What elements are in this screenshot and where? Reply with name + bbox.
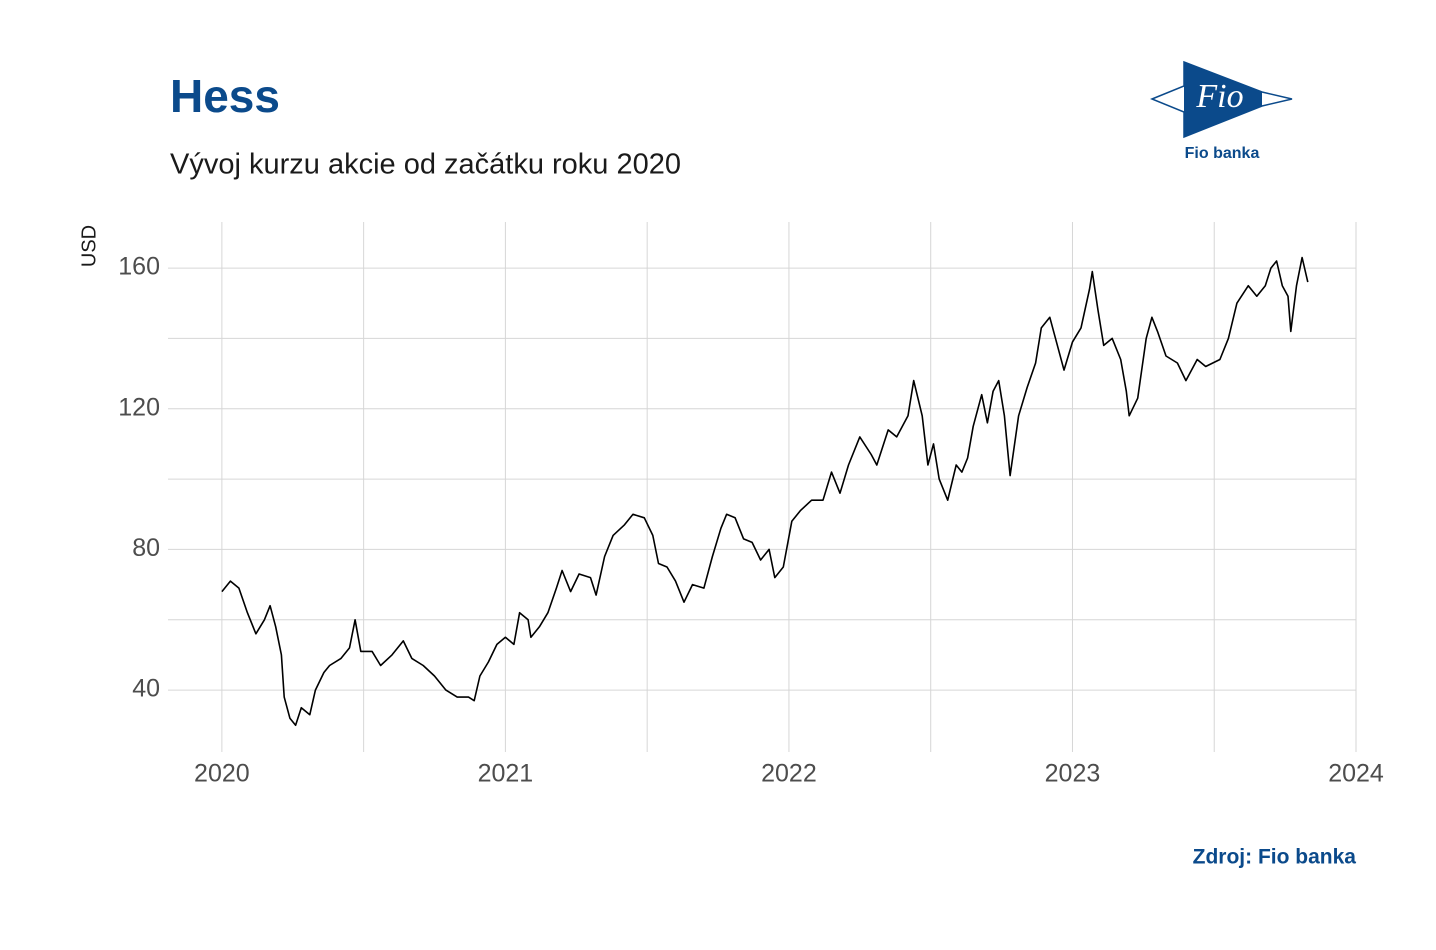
x-tick-label: 2020	[194, 760, 250, 788]
x-tick-label: 2022	[761, 760, 817, 788]
logo: Fio Fio banka	[1150, 60, 1293, 162]
logo-flag	[1184, 62, 1262, 137]
source: Zdroj: Fio banka	[1193, 846, 1357, 869]
price-line	[221, 256, 1309, 727]
y-tick-label: 160	[118, 253, 160, 281]
y-tick-label: 120	[118, 393, 160, 421]
chart-subtitle: Vývoj kurzu akcie od začátku roku 2020	[170, 149, 681, 181]
y-tick-label: 40	[132, 675, 160, 703]
y-axis-label: USD	[78, 225, 100, 267]
x-tick-label: 2021	[478, 760, 534, 788]
x-tick-label: 2023	[1045, 760, 1101, 788]
y-tick-label: 80	[132, 534, 160, 562]
chart-title: Hess	[170, 70, 280, 122]
logo-caption: Fio banka	[1185, 145, 1260, 162]
logo-text: Fio	[1195, 78, 1243, 115]
x-tick-label: 2024	[1328, 760, 1384, 788]
